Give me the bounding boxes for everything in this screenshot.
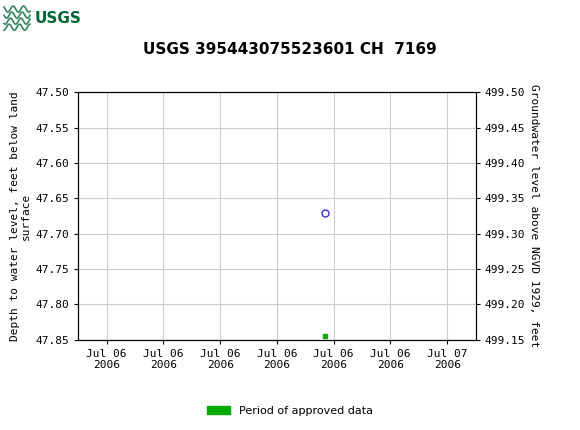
Y-axis label: Depth to water level, feet below land
surface: Depth to water level, feet below land su…: [10, 91, 31, 341]
Y-axis label: Groundwater level above NGVD 1929, feet: Groundwater level above NGVD 1929, feet: [530, 84, 539, 348]
Bar: [2, 2, 97, 33]
Text: USGS 395443075523601 CH  7169: USGS 395443075523601 CH 7169: [143, 42, 437, 57]
Text: USGS: USGS: [35, 11, 81, 26]
Legend: Period of approved data: Period of approved data: [203, 401, 377, 420]
